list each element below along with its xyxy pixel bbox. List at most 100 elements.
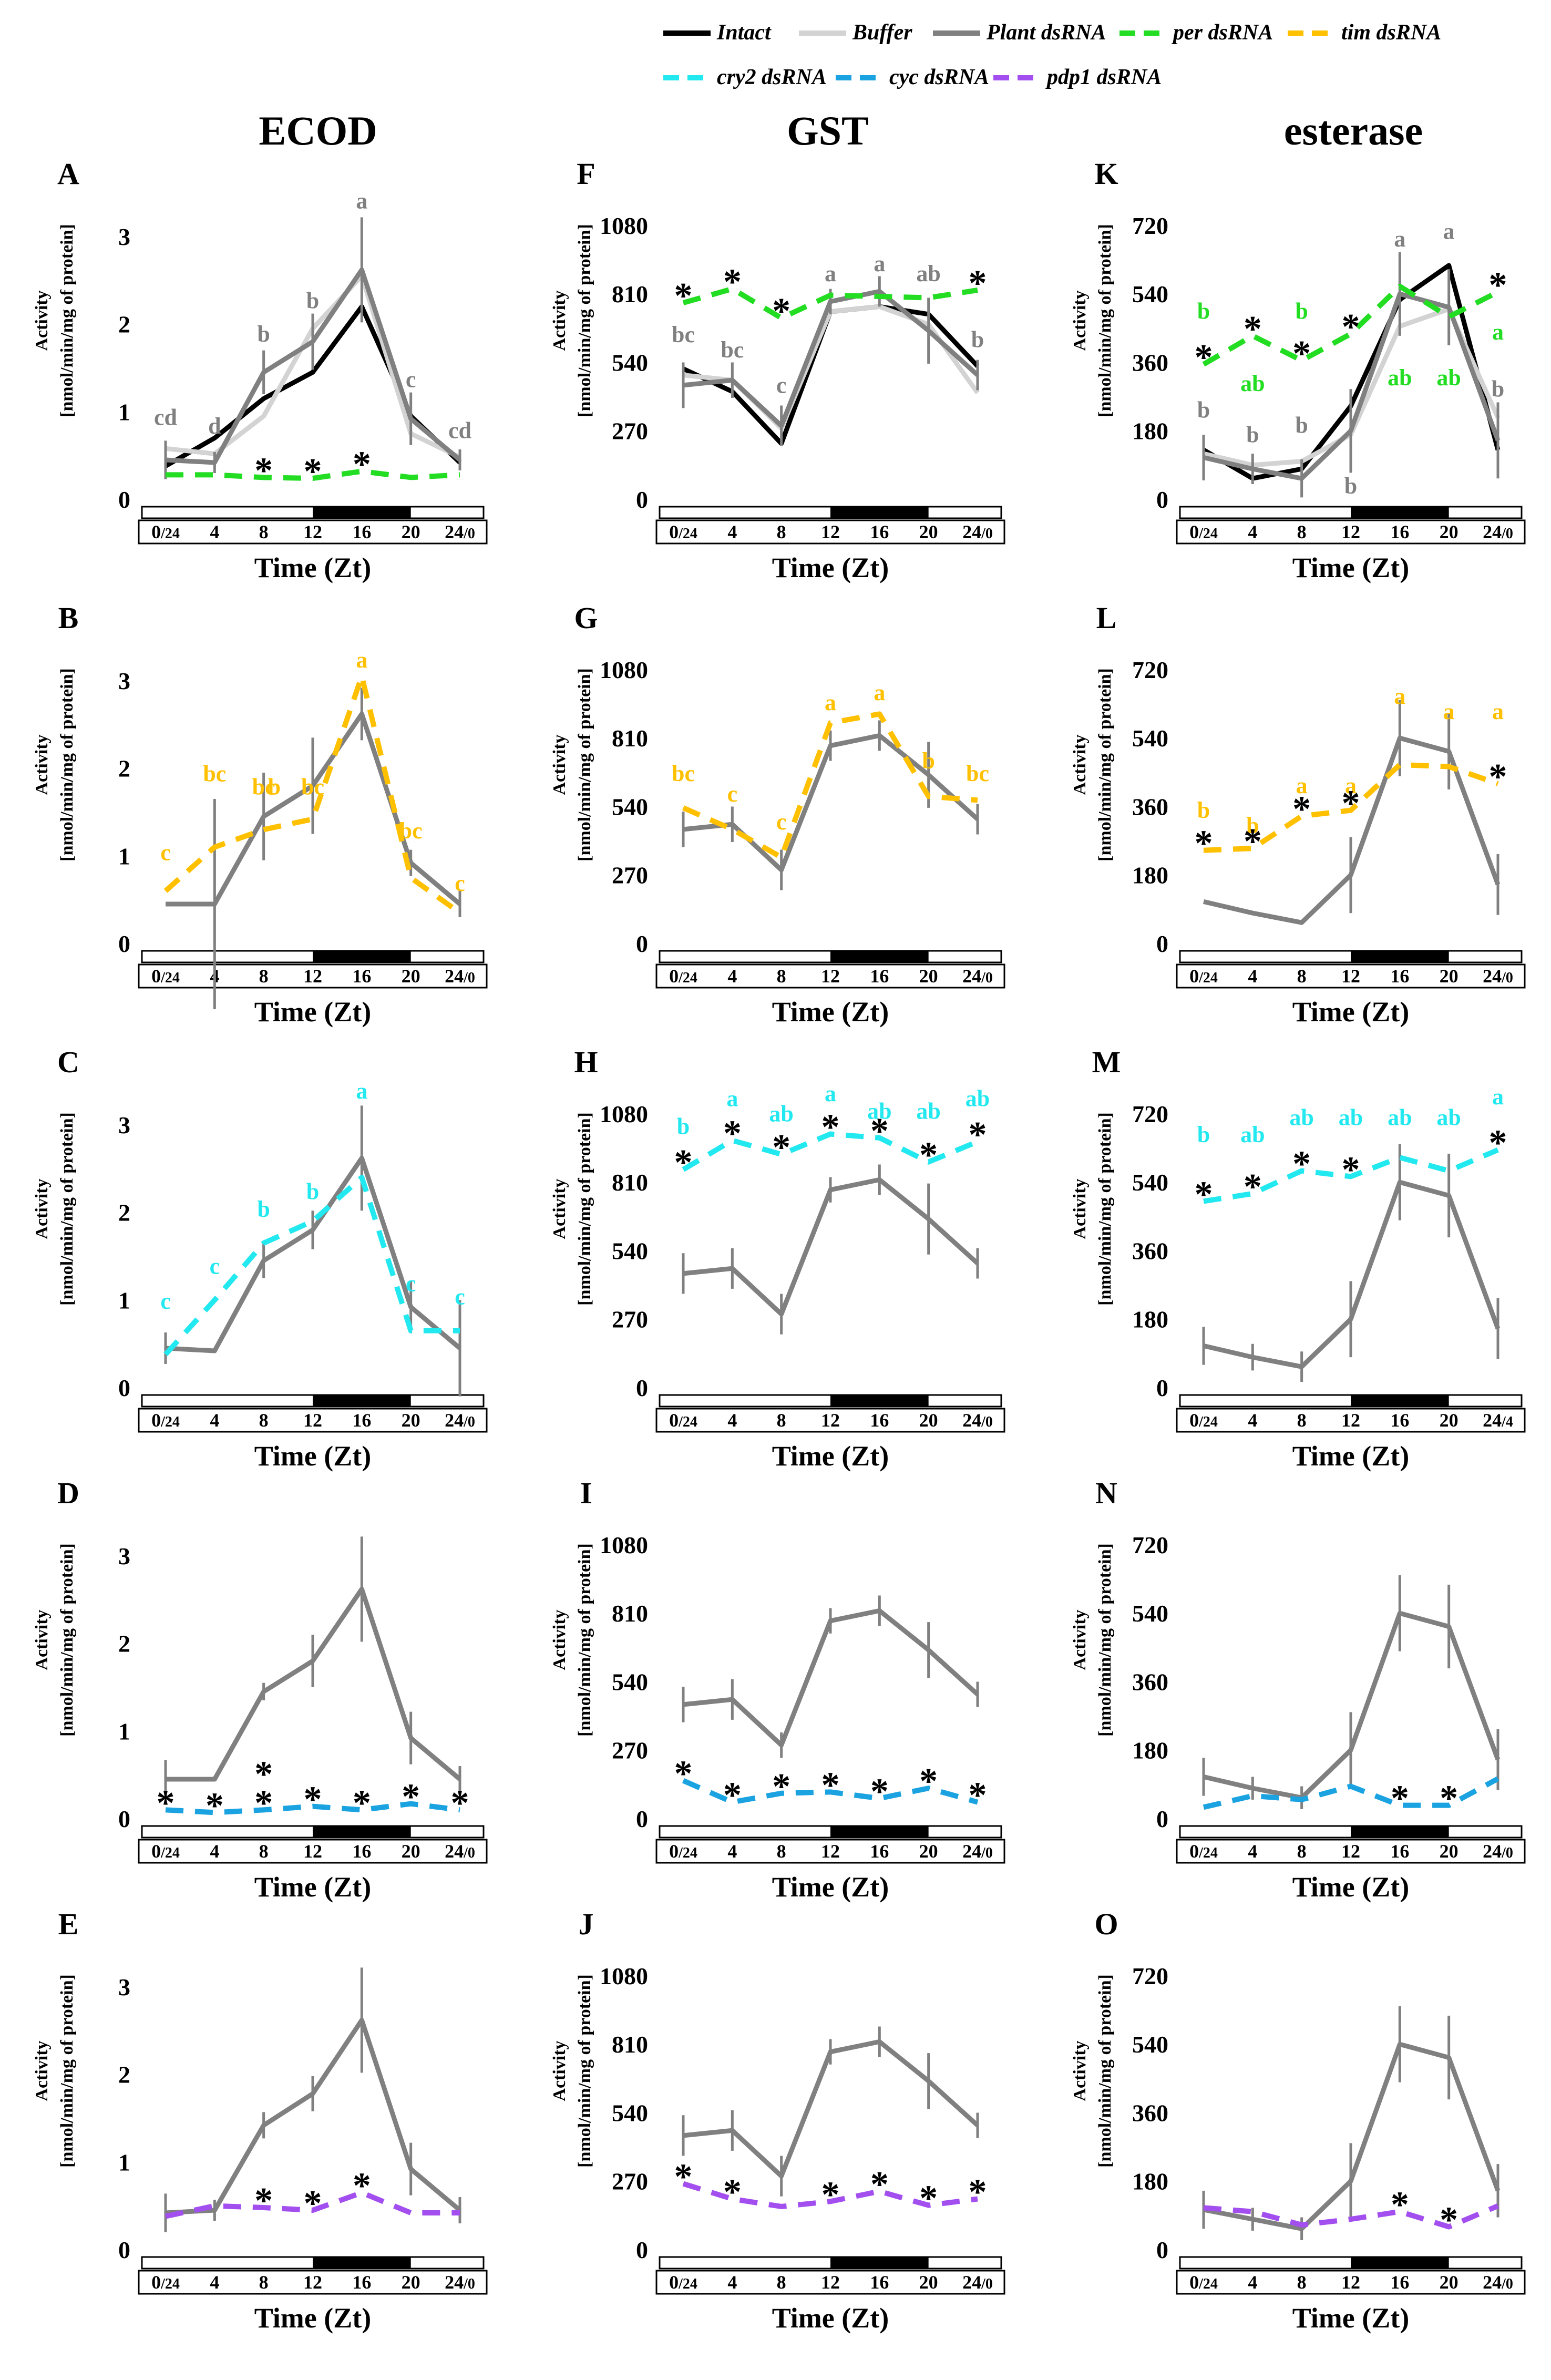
series-line-plant-dsrna (683, 289, 980, 428)
significance-letter: a (1345, 773, 1357, 798)
y-tick-label: 720 (1132, 1963, 1168, 1989)
x-tick-label: 24/0 (962, 1410, 993, 1431)
significance-letter: cd (448, 417, 471, 443)
y-tick-label: 810 (612, 1600, 648, 1627)
y-tick-label: 270 (612, 418, 648, 445)
panel-letter: O (1094, 1907, 1118, 1941)
significance-letter: a (825, 261, 836, 286)
x-tick-label: 20 (1440, 521, 1458, 542)
y-tick-label: 0 (636, 486, 648, 513)
panel-letter: H (574, 1045, 598, 1079)
dark-phase-bar (1351, 1395, 1449, 1407)
significance-letter: a (726, 1085, 738, 1111)
x-tick-label: 16 (352, 1410, 371, 1431)
x-axis-label: Time (Zt) (772, 1871, 889, 1903)
significance-star: * (919, 1135, 938, 1176)
x-tick-label: 24/0 (1483, 966, 1513, 987)
x-axis-label: Time (Zt) (772, 2302, 889, 2334)
panel-K: K Activity [nmol/min/mg of protein] 0 180 360… (1070, 157, 1526, 583)
y-tick-label: 0 (118, 930, 130, 957)
significance-star: * (821, 2174, 840, 2215)
y-tick-label: 1 (118, 398, 130, 425)
significance-letter: ab (1240, 1122, 1265, 1147)
x-tick-label: 20 (1440, 966, 1458, 987)
significance-letter: d (208, 413, 221, 439)
x-tick-label: 16 (352, 1841, 371, 1862)
panel-F: F Activity [nmol/min/mg of protein] 0 270 540… (550, 157, 1005, 583)
y-axis-label: Activity [nmol/min/mg of protein] (550, 668, 594, 861)
series-line-tim-dsrna (163, 673, 461, 915)
x-tick-label: 12 (821, 521, 840, 542)
significance-star: * (969, 1115, 987, 1155)
significance-star: * (1342, 784, 1360, 824)
significance-letter: b (306, 1179, 319, 1205)
y-tick-label: 810 (612, 1169, 648, 1196)
y-axis-label: Activity [nmol/min/mg of protein] (550, 1112, 594, 1306)
x-tick-label: 12 (821, 1841, 840, 1862)
x-axis-label: Time (Zt) (254, 1871, 371, 1903)
x-tick-label: 0/24 (151, 1410, 180, 1431)
significance-letter: a (825, 1081, 836, 1106)
y-tick-label: 3 (118, 1543, 130, 1569)
significance-letter: a (1296, 773, 1308, 798)
significance-letter: ab (1388, 1105, 1412, 1131)
x-tick-label: 20 (402, 2272, 420, 2293)
y-tick-label: 270 (612, 862, 648, 889)
legend-label-tim: tim dsRNA (1341, 20, 1441, 45)
y-tick-label: 0 (118, 1374, 130, 1401)
significance-star: * (674, 1143, 693, 1183)
x-tick-label: 0/24 (669, 1410, 697, 1431)
x-tick-label: 12 (303, 1410, 322, 1431)
significance-letter: a (356, 1078, 367, 1104)
x-tick-label: 8 (259, 1410, 269, 1431)
x-tick-label: 4 (1248, 966, 1257, 987)
x-tick-label: 24/0 (1483, 1841, 1513, 1862)
panel-letter: F (577, 157, 595, 191)
x-tick-label: 0/24 (669, 1841, 697, 1862)
x-tick-label: 16 (870, 1410, 889, 1431)
series-line-plant-dsrna (165, 1155, 461, 1353)
panel-letter: I (580, 1476, 592, 1510)
significance-letter: a (356, 188, 367, 214)
significance-letter: ab (1388, 365, 1412, 391)
y-tick-label: 0 (1156, 1374, 1168, 1401)
dark-phase-bar (1351, 951, 1449, 962)
x-tick-label: 20 (402, 1841, 420, 1862)
x-tick-label: 12 (1341, 966, 1360, 987)
x-tick-label: 12 (821, 2272, 840, 2293)
significance-letter: b (971, 327, 984, 353)
x-tick-label: 20 (402, 1410, 420, 1431)
significance-letter: ab (1339, 1105, 1363, 1131)
x-axis-box (138, 1408, 488, 1433)
significance-letter: bc (966, 761, 989, 786)
series-line-pdp1-dsrna (1203, 2203, 1499, 2230)
x-axis-box (1176, 2270, 1526, 2295)
x-tick-label: 0/24 (1189, 1410, 1218, 1431)
significance-star: * (1489, 1123, 1507, 1164)
x-tick-label: 16 (1390, 1410, 1409, 1431)
significance-letter: b (1246, 813, 1259, 838)
significance-star: * (723, 1776, 742, 1816)
series-line-per-dsrna (166, 468, 460, 481)
significance-star: * (674, 2157, 693, 2198)
x-tick-label: 12 (821, 1410, 840, 1431)
significance-star: * (1244, 309, 1262, 350)
panel-letter: A (57, 157, 79, 191)
y-tick-label: 180 (1132, 1737, 1168, 1764)
x-axis-box (1176, 963, 1526, 989)
y-tick-label: 810 (612, 281, 648, 307)
series-line-plant-dsrna (1203, 291, 1501, 481)
y-tick-label: 270 (612, 1737, 648, 1764)
y-axis-label: Activity [nmol/min/mg of protein] (550, 1543, 594, 1737)
y-tick-label: 540 (1132, 2031, 1168, 2058)
y-tick-label: 180 (1132, 2168, 1168, 2195)
significance-star: * (919, 2179, 938, 2219)
x-tick-label: 12 (1341, 2272, 1360, 2293)
panel-letter: N (1095, 1476, 1117, 1510)
significance-letter: b (1197, 797, 1210, 823)
y-tick-label: 0 (636, 930, 648, 957)
dark-phase-bar (313, 2257, 411, 2269)
significance-star: * (1195, 1174, 1213, 1215)
